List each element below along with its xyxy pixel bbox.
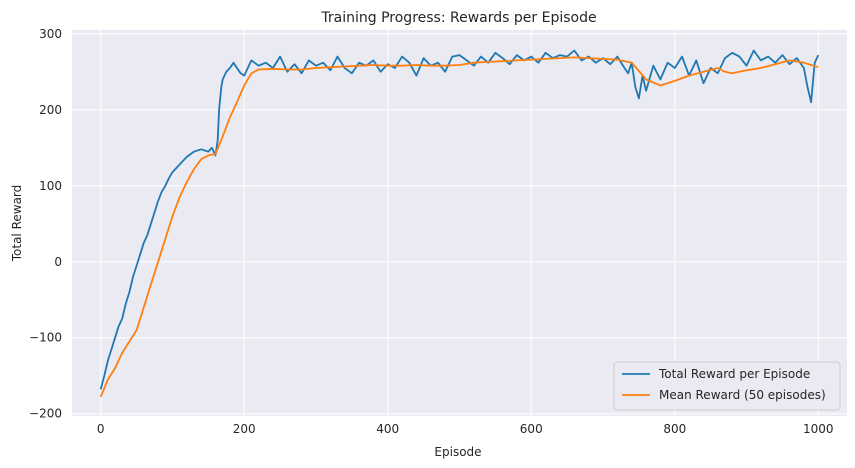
x-tick-label: 400 xyxy=(376,422,399,436)
series-line-total-reward xyxy=(99,49,820,390)
y-tick-label: 300 xyxy=(39,27,62,41)
legend: Total Reward per Episode Mean Reward (50… xyxy=(613,361,841,411)
y-tick-label: 100 xyxy=(39,179,62,193)
tick-labels: 0 200 400 600 800 1000 −200 −100 0 100 200 300 xyxy=(29,27,834,436)
y-tick-label: −100 xyxy=(29,331,62,345)
x-tick-label: 1000 xyxy=(803,422,834,436)
legend-label-mean-reward: Mean Reward (50 episodes) xyxy=(659,388,826,402)
x-tick-label: 0 xyxy=(97,422,105,436)
plot-area xyxy=(72,30,847,416)
x-tick-label: 600 xyxy=(520,422,543,436)
series-line-mean-reward xyxy=(99,56,819,398)
chart-title: Training Progress: Rewards per Episode xyxy=(320,10,596,26)
y-tick-label: −200 xyxy=(29,407,62,421)
y-tick-label: 0 xyxy=(54,255,62,269)
data-series xyxy=(99,49,820,398)
x-tick-label: 200 xyxy=(233,422,256,436)
grid xyxy=(72,30,847,416)
legend-label-total-reward: Total Reward per Episode xyxy=(658,367,810,381)
y-tick-label: 200 xyxy=(39,103,62,117)
x-tick-label: 800 xyxy=(663,422,686,436)
legend-box xyxy=(613,361,841,411)
y-axis-label: Total Reward xyxy=(10,185,24,263)
x-axis-label: Episode xyxy=(434,445,481,459)
